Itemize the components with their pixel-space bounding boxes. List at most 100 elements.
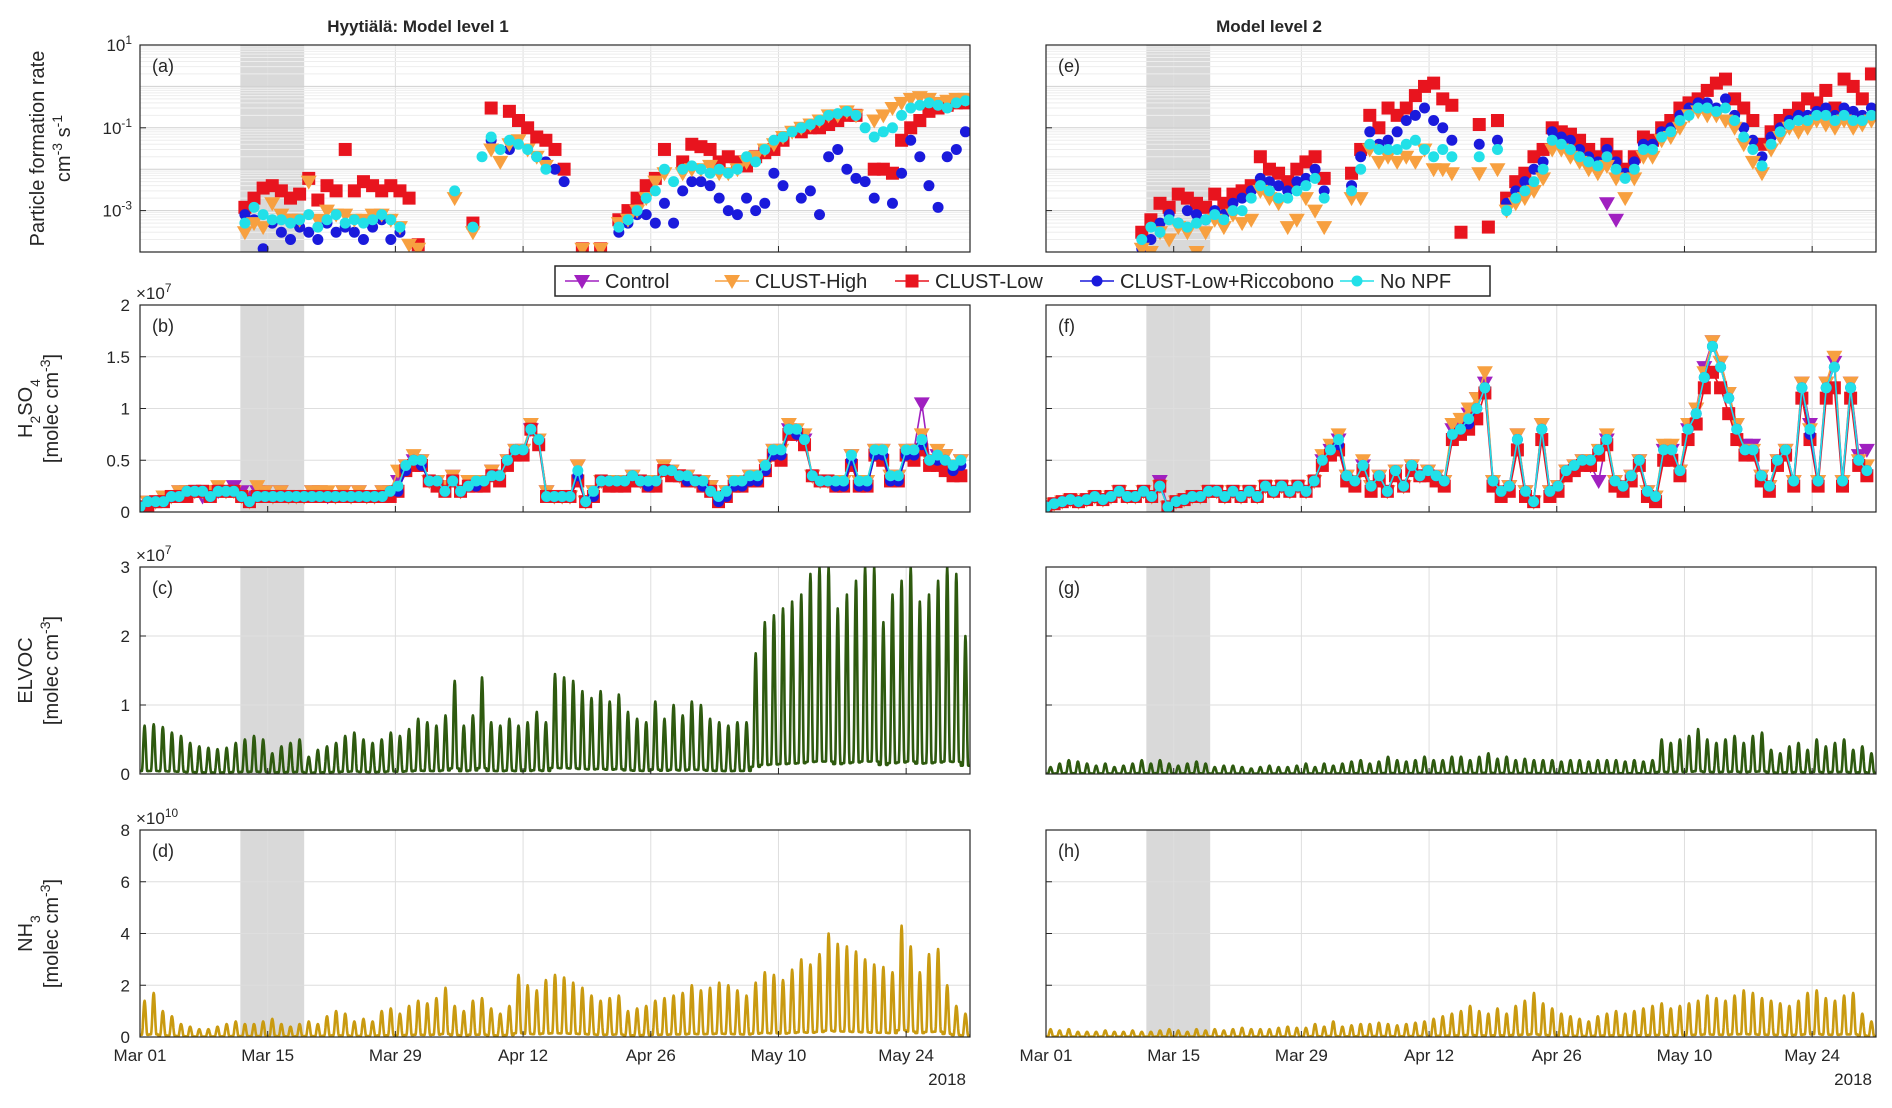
legend: Control CLUST-High CLUST-Low CLUST-Low+Ricc…	[554, 265, 1491, 297]
panel-f-marker-no-npf	[1121, 490, 1133, 502]
panel-f-marker-clust-high	[1476, 366, 1493, 381]
panel-b-marker-no-npf	[548, 490, 560, 502]
panel-a-point-clust-high	[337, 208, 354, 223]
panel-f-marker-no-npf	[1406, 459, 1418, 471]
panel-f-marker-no-npf	[1674, 465, 1686, 477]
legend-marker	[1351, 275, 1363, 287]
panel-e-point-clust-low-riccobono	[1291, 176, 1303, 188]
panel-e-point-clust-low-riccobono	[1756, 151, 1768, 163]
panel-h-xtick-label: Mar 29	[1275, 1046, 1328, 1065]
panel-a-point-no-npf	[722, 167, 734, 179]
panel-f-marker-clust-low	[1827, 381, 1841, 395]
panel-e-point-no-npf	[1163, 214, 1175, 226]
panel-a-point-no-npf	[649, 185, 661, 197]
panel-a-point-no-npf	[239, 217, 251, 229]
panel-a-point-clust-low-riccobono	[695, 176, 707, 188]
panel-e-point-clust-high	[1398, 150, 1415, 165]
panel-c-ylabel-line1: ELVOC	[15, 637, 37, 703]
panel-a-point-no-npf	[731, 163, 743, 175]
legend-item: No NPF	[1340, 271, 1451, 293]
panel-b-marker-no-npf	[720, 485, 732, 497]
panel-f-marker-no-npf	[1601, 434, 1613, 446]
panel-b-ylabel: H2SO4[molec cm-3]	[15, 354, 63, 463]
panel-e-point-clust-high	[1516, 192, 1533, 207]
panel-e-point-no-npf	[1446, 151, 1458, 163]
panel-b-ytick-label: 0	[121, 503, 130, 522]
panel-e-point-clust-high	[1617, 192, 1634, 207]
panel-c-ytick-label: 3	[121, 558, 130, 577]
panel-f-marker-no-npf	[1373, 470, 1385, 482]
panel-b-marker-no-npf	[861, 475, 873, 487]
panel-f-marker-no-npf	[1658, 444, 1670, 456]
panel-e-point-no-npf	[1564, 143, 1576, 155]
panel-b-marker-no-npf	[290, 490, 302, 502]
panel-f-marker-no-npf	[1300, 485, 1312, 497]
panel-e-point-clust-low	[1399, 101, 1413, 115]
panel-e-label: (e)	[1058, 56, 1080, 76]
panel-a-point-clust-low	[703, 142, 717, 156]
panel-e-point-clust-high	[1626, 172, 1643, 187]
panel-e-point-no-npf	[1400, 138, 1412, 150]
panel-b-marker-no-npf	[877, 444, 889, 456]
panel-d-frame	[139, 829, 971, 1038]
panel-a-point-no-npf	[613, 221, 625, 233]
panel-a-point-clust-high	[702, 159, 719, 174]
panel-e-point-no-npf	[1491, 143, 1503, 155]
panel-a-point-clust-low-riccobono	[741, 192, 753, 204]
panel-b-marker-no-npf	[478, 475, 490, 487]
panel-f-marker-clust-high	[1826, 350, 1843, 365]
panel-h-year-label: 2018	[1834, 1070, 1872, 1089]
panel-c-ylabel-line2: [molec cm-3]	[37, 616, 63, 725]
panel-a-point-no-npf	[494, 143, 506, 155]
panel-f-marker-clust-low	[1844, 391, 1858, 405]
panel-b-marker-no-npf	[572, 465, 584, 477]
panel-f-marker-no-npf	[1211, 485, 1223, 497]
panel-b-multiplier: ×107	[136, 281, 172, 303]
panel-b-marker-no-npf	[533, 434, 545, 446]
panel-f-marker-no-npf	[1162, 501, 1174, 512]
panel-b-marker-no-npf	[783, 423, 795, 435]
panel-a-point-no-npf	[540, 163, 552, 175]
panel-a-point-no-npf	[266, 214, 278, 226]
panel-f-plot-area	[1046, 335, 1875, 512]
panel-e-point-clust-low-riccobono	[1382, 134, 1394, 146]
panel-b-marker-no-npf	[197, 485, 209, 497]
panel-d-ytick-label: 6	[121, 873, 130, 892]
panel-e-point-clust-low-riccobono	[1437, 122, 1449, 134]
panel-f-marker-no-npf	[1471, 403, 1483, 414]
panel-a-point-clust-low-riccobono	[722, 205, 734, 217]
panel-f-frame	[1045, 304, 1877, 513]
panel-a-point-no-npf	[759, 143, 771, 155]
panel-a-point-clust-low-riccobono	[823, 151, 835, 163]
panel-f-marker-no-npf	[1682, 423, 1694, 435]
panel-b-marker-no-npf	[150, 496, 162, 508]
panel-a-point-no-npf	[941, 102, 953, 114]
legend-label: Control	[605, 271, 669, 293]
panel-e-point-clust-low-riccobono	[1309, 163, 1321, 175]
panel-a-point-clust-high	[309, 213, 326, 228]
panel-b-marker-no-npf	[689, 475, 701, 487]
panel-a-point-clust-low-riccobono	[750, 205, 762, 217]
panel-a-point-clust-high	[574, 242, 591, 252]
panel-a-ylabel-line1: Particle formation rate	[27, 51, 49, 247]
panel-a-point-no-npf	[786, 126, 798, 138]
panel-f-marker-no-npf	[1739, 444, 1751, 456]
panel-e-point-clust-low	[1737, 101, 1751, 115]
panel-a-point-no-npf	[357, 217, 369, 229]
panel-b-marker-no-npf	[650, 475, 662, 487]
panel-a-point-no-npf	[704, 167, 716, 179]
panel-e-point-clust-low	[1755, 137, 1769, 151]
panel-f-marker-no-npf	[1276, 480, 1288, 492]
legend-item: CLUST-High	[715, 271, 867, 293]
panel-f-marker-no-npf	[1576, 454, 1588, 466]
panel-b-ytick-label: 1.5	[106, 348, 130, 367]
panel-a-point-no-npf	[741, 151, 753, 163]
panel-e-point-clust-low-riccobono	[1181, 205, 1193, 217]
panel-e-point-clust-low	[1427, 76, 1441, 90]
panel-b-marker-no-npf	[157, 496, 169, 508]
panel-e-point-no-npf	[1254, 180, 1266, 192]
panel-f-marker-no-npf	[1308, 475, 1320, 487]
panel-e-point-no-npf	[1774, 126, 1786, 138]
panel-c-ytick-label: 2	[121, 627, 130, 646]
panel-b-marker-no-npf	[220, 485, 232, 497]
